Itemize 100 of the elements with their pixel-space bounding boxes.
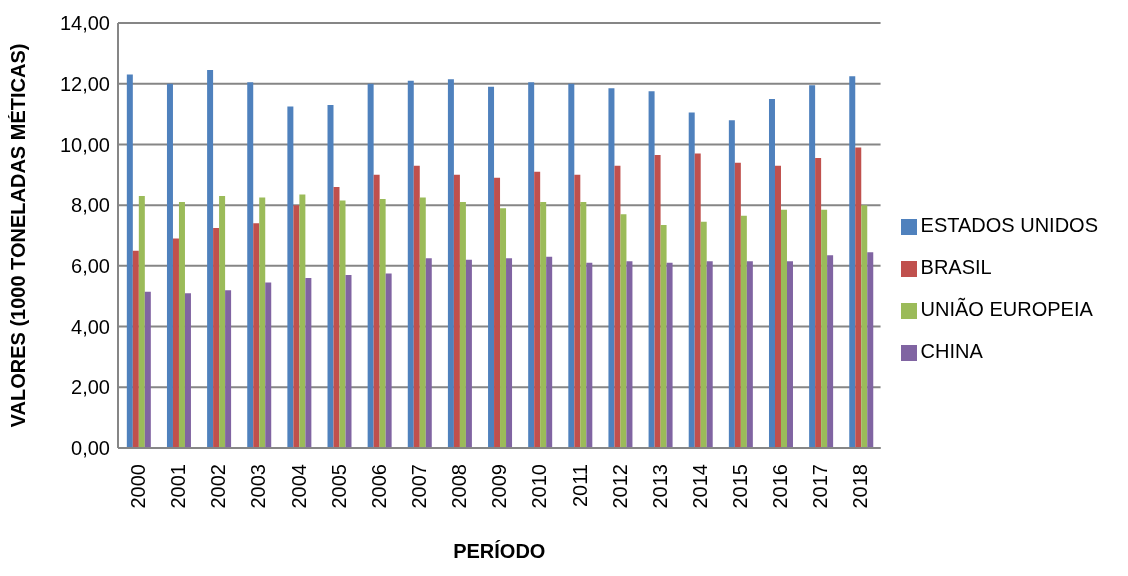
bar bbox=[225, 290, 232, 448]
bar bbox=[827, 255, 834, 448]
y-tick-label: 6,00 bbox=[71, 254, 110, 277]
bar bbox=[132, 250, 139, 448]
bar bbox=[506, 258, 513, 448]
bar bbox=[293, 205, 300, 448]
bar bbox=[419, 197, 426, 448]
y-tick-label: 8,00 bbox=[71, 194, 110, 217]
bar bbox=[207, 70, 214, 448]
x-tick-label: 2000 bbox=[127, 464, 150, 509]
bar bbox=[666, 262, 673, 448]
bar bbox=[447, 79, 454, 448]
bar bbox=[333, 186, 340, 448]
bar bbox=[213, 227, 220, 448]
bar bbox=[453, 174, 460, 448]
y-axis-title: VALORES (1000 TONELADAS MÉTICAS) bbox=[7, 43, 30, 428]
y-tick-label: 12,00 bbox=[59, 72, 110, 95]
bar bbox=[488, 86, 495, 448]
bar bbox=[184, 293, 191, 448]
bar bbox=[459, 202, 466, 448]
y-tick-label: 0,00 bbox=[71, 437, 110, 460]
bar bbox=[728, 120, 735, 448]
bar bbox=[648, 91, 655, 448]
legend-label: ESTADOS UNIDOS bbox=[920, 214, 1098, 236]
x-tick-label: 2018 bbox=[849, 464, 872, 509]
bar bbox=[339, 200, 346, 448]
x-tick-label: 2007 bbox=[408, 464, 431, 509]
legend-label: UNIÃO EUROPEIA bbox=[920, 298, 1093, 320]
bar bbox=[849, 76, 856, 448]
bar bbox=[247, 82, 254, 448]
bar bbox=[626, 261, 633, 448]
bar bbox=[746, 261, 753, 448]
x-tick-label: 2017 bbox=[809, 464, 832, 509]
legend-label: BRASIL bbox=[920, 256, 992, 278]
x-tick-label: 2013 bbox=[648, 464, 671, 509]
y-tick-label: 2,00 bbox=[71, 376, 110, 399]
bar bbox=[373, 174, 380, 448]
bar bbox=[534, 171, 541, 448]
bar bbox=[345, 274, 352, 448]
bar bbox=[425, 258, 432, 448]
bar bbox=[253, 223, 260, 448]
bar bbox=[620, 214, 627, 448]
bar bbox=[815, 158, 822, 448]
x-tick-label: 2015 bbox=[729, 464, 752, 509]
x-tick-label: 2009 bbox=[488, 464, 511, 509]
bar bbox=[327, 104, 334, 448]
x-tick-label: 2001 bbox=[167, 464, 190, 509]
bar bbox=[861, 205, 868, 448]
x-tick-label: 2014 bbox=[688, 464, 711, 509]
x-tick-label: 2008 bbox=[448, 464, 471, 509]
bar bbox=[694, 153, 701, 448]
bar bbox=[259, 197, 266, 448]
bar bbox=[867, 252, 874, 448]
bar bbox=[574, 174, 581, 448]
bar bbox=[614, 165, 621, 448]
y-tick-label: 4,00 bbox=[71, 315, 110, 338]
x-axis-title: PERÍODO bbox=[453, 540, 546, 562]
y-tick-label: 14,00 bbox=[59, 12, 110, 35]
bar bbox=[178, 202, 185, 448]
x-tick-label: 2004 bbox=[287, 464, 310, 509]
bar bbox=[546, 256, 553, 448]
bar bbox=[219, 196, 226, 448]
bar bbox=[287, 106, 294, 448]
x-tick-label: 2003 bbox=[247, 464, 270, 509]
bar bbox=[821, 209, 828, 448]
bar bbox=[407, 80, 414, 448]
bar bbox=[500, 208, 507, 448]
bar bbox=[144, 291, 151, 448]
bar bbox=[540, 202, 547, 448]
x-tick-label: 2016 bbox=[769, 464, 792, 509]
bar bbox=[786, 261, 793, 448]
bar bbox=[126, 74, 133, 448]
legend-label: CHINA bbox=[920, 340, 983, 362]
y-tick-label: 10,00 bbox=[59, 133, 110, 156]
bar bbox=[586, 262, 593, 448]
bar bbox=[528, 82, 535, 448]
bar bbox=[688, 112, 695, 448]
bar bbox=[138, 196, 145, 448]
bar bbox=[465, 259, 472, 448]
bar bbox=[734, 162, 741, 448]
bar bbox=[700, 221, 707, 448]
bar bbox=[413, 165, 420, 448]
bar bbox=[172, 238, 179, 448]
bar bbox=[774, 165, 781, 448]
bar bbox=[654, 155, 661, 448]
bar bbox=[780, 209, 787, 448]
bar bbox=[660, 224, 667, 448]
bar bbox=[608, 88, 615, 448]
x-tick-label: 2002 bbox=[207, 464, 230, 509]
x-tick-label: 2006 bbox=[367, 464, 390, 509]
bar bbox=[706, 261, 713, 448]
bar bbox=[580, 202, 587, 448]
bar bbox=[367, 83, 374, 448]
bar bbox=[855, 147, 862, 448]
bar bbox=[385, 273, 392, 448]
bar bbox=[494, 177, 501, 448]
x-tick-label: 2010 bbox=[528, 464, 551, 509]
bar bbox=[568, 83, 575, 448]
x-tick-label: 2011 bbox=[568, 464, 591, 508]
bar bbox=[740, 215, 747, 448]
